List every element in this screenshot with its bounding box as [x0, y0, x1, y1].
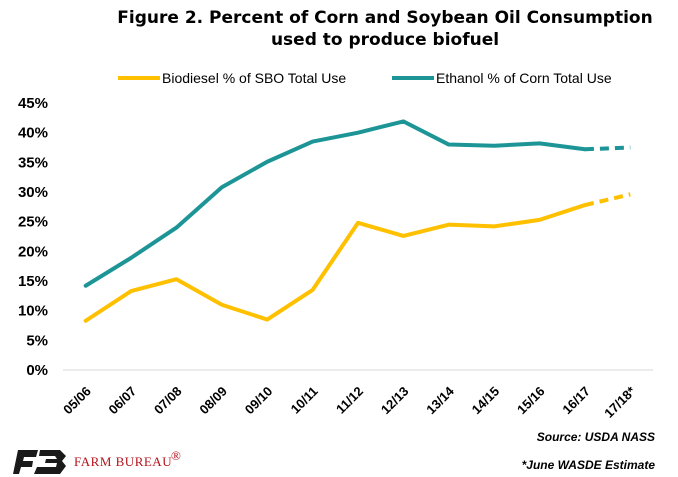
- legend-label: Biodiesel % of SBO Total Use: [162, 70, 346, 86]
- x-tick-label: 17/18*: [601, 383, 639, 421]
- chart-subtitle: used to produce biofuel: [271, 30, 499, 50]
- y-tick-label: 15%: [18, 273, 48, 290]
- y-axis: 0% 5% 10% 15% 20% 25% 30% 35% 40% 45%: [18, 95, 48, 379]
- x-tick-label: 12/13: [378, 384, 412, 418]
- y-tick-label: 25%: [18, 214, 48, 231]
- series-group: [83, 119, 631, 323]
- y-tick-label: 35%: [18, 154, 48, 171]
- series-line-1: [83, 203, 587, 323]
- y-tick-label: 20%: [18, 243, 48, 260]
- x-axis: 05/06 06/07 07/08 08/09 09/10 10/11 11/12 12/13…: [60, 383, 639, 421]
- x-tick-label: 16/17: [559, 384, 593, 418]
- x-tick-label: 14/15: [469, 384, 503, 418]
- x-tick-label: 15/16: [514, 384, 548, 418]
- source-note: Source: USDA NASS: [537, 430, 655, 444]
- farm-bureau-logo: FARM BUREAU ®: [13, 448, 181, 474]
- x-tick-label: 06/07: [106, 384, 140, 418]
- x-tick-label: 09/10: [242, 384, 276, 418]
- farm-bureau-logo-text: FARM BUREAU: [74, 454, 172, 469]
- legend: Biodiesel % of SBO Total Use Ethanol % of…: [118, 70, 612, 86]
- series-line-2: [83, 119, 587, 288]
- y-tick-label: 0%: [26, 362, 48, 379]
- y-tick-label: 5%: [26, 332, 48, 349]
- series-line-2-estimate: [584, 145, 631, 152]
- x-tick-label: 11/12: [333, 384, 366, 417]
- farm-bureau-logo-mark: ®: [171, 448, 181, 463]
- x-tick-label: 05/06: [60, 384, 94, 418]
- y-tick-label: 45%: [18, 95, 48, 112]
- y-tick-label: 30%: [18, 184, 48, 201]
- legend-label: Ethanol % of Corn Total Use: [436, 70, 612, 86]
- x-tick-label: 07/08: [151, 384, 185, 418]
- y-tick-label: 10%: [18, 303, 48, 320]
- chart-title: Figure 2. Percent of Corn and Soybean Oi…: [117, 8, 652, 28]
- series-line-1-estimate: [584, 192, 631, 208]
- x-tick-label: 13/14: [423, 383, 457, 417]
- farm-bureau-emblem-icon: [13, 450, 66, 474]
- x-tick-label: 08/09: [196, 384, 230, 418]
- estimate-note: *June WASDE Estimate: [522, 458, 656, 472]
- y-tick-label: 40%: [18, 125, 48, 142]
- x-tick-label: 10/11: [288, 384, 321, 417]
